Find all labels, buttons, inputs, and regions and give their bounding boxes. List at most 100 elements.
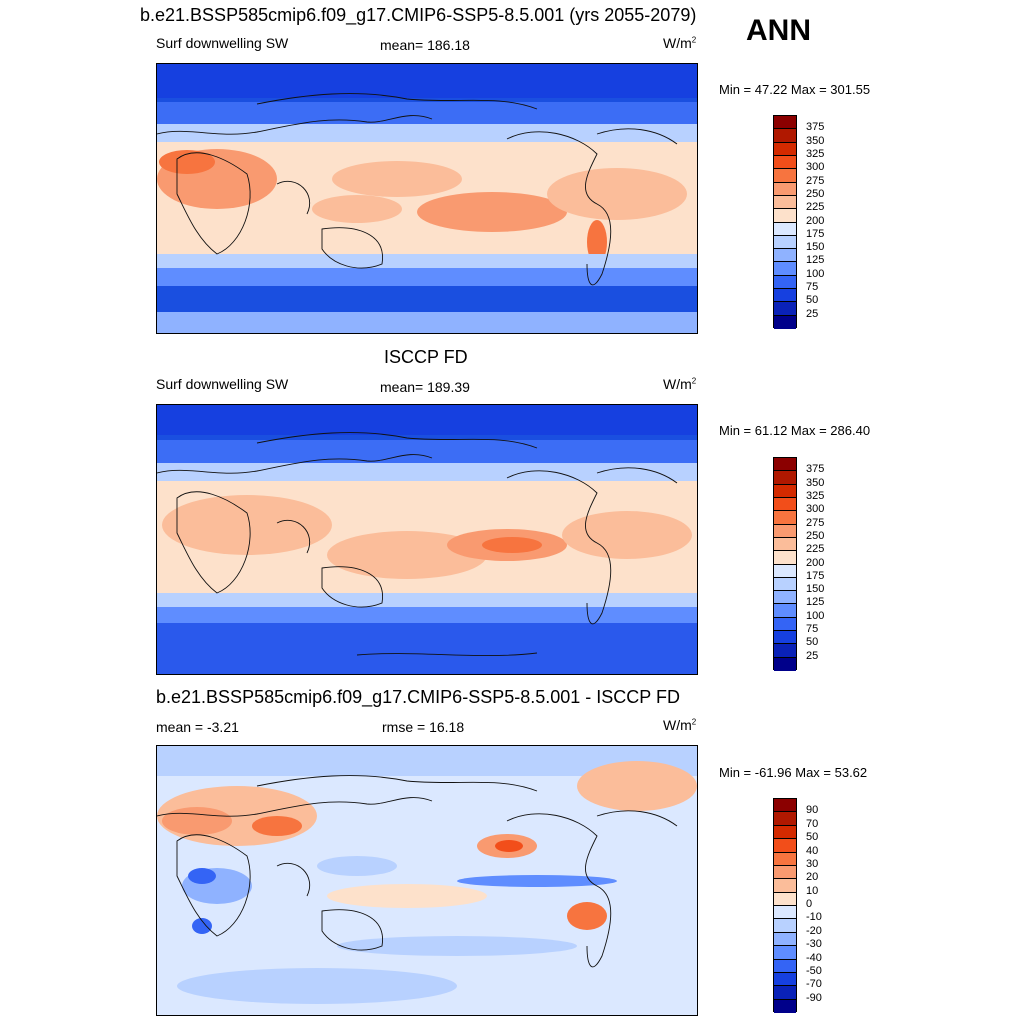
colorbar-segment (774, 302, 796, 316)
colorbar-segment (774, 657, 796, 671)
colorbar-segment (774, 235, 796, 250)
colorbar-tick-label: 50 (806, 294, 819, 307)
colorbar-tick-label: 20 (806, 871, 819, 884)
colorbar-tick-label: -50 (806, 964, 822, 977)
colorbar-segment (774, 116, 796, 130)
colorbar-segment (774, 932, 796, 947)
colorbar-tick-label: 0 (806, 898, 813, 910)
colorbar-tick-label: 175 (806, 569, 825, 582)
colorbar-segment (774, 564, 796, 578)
panel2-map (156, 404, 698, 675)
colorbar-segment (774, 839, 796, 853)
colorbar-tick-label: 50 (806, 831, 819, 844)
colorbar-segment (774, 959, 796, 973)
panel1-mean-label: mean= 186.18 (380, 37, 470, 53)
colorbar-segment (774, 919, 796, 933)
colorbar-segment (774, 458, 796, 472)
colorbar-tick-label: 350 (806, 476, 825, 489)
panel1-units: W/m2 (663, 35, 697, 51)
colorbar-segment (774, 972, 796, 987)
colorbar-tick-label: 200 (806, 556, 825, 569)
colorbar-tick-label: 175 (806, 227, 825, 240)
colorbar-tick-label: -90 (806, 991, 822, 1004)
panel1-colorbar (773, 115, 797, 329)
colorbar-segment (774, 825, 796, 840)
panel3-colorbar (773, 798, 797, 1013)
panel2-colorbar (773, 457, 797, 671)
colorbar-tick-label: 200 (806, 214, 825, 227)
panel3-units: W/m2 (663, 717, 697, 733)
colorbar-tick-label: 125 (806, 596, 825, 609)
colorbar-tick-label: 350 (806, 134, 825, 147)
colorbar-tick-label: 275 (806, 174, 825, 187)
colorbar-segment (774, 946, 796, 960)
colorbar-segment (774, 471, 796, 485)
colorbar-segment (774, 155, 796, 170)
colorbar-segment (774, 577, 796, 592)
panel2-variable-label: Surf downwelling SW (156, 376, 289, 392)
colorbar-segment (774, 222, 796, 236)
colorbar-tick-label: 250 (806, 187, 825, 200)
panel1-map (156, 63, 698, 334)
colorbar-tick-label: -20 (806, 924, 822, 937)
colorbar-segment (774, 142, 796, 156)
colorbar-tick-label: -70 (806, 978, 822, 991)
colorbar-tick-label: 75 (806, 623, 819, 636)
colorbar-tick-label: 375 (806, 463, 825, 476)
colorbar-tick-label: 100 (806, 267, 825, 280)
colorbar-segment (774, 484, 796, 498)
panel3-rmse-label: rmse = 16.18 (382, 719, 465, 735)
colorbar-segment (774, 631, 796, 645)
season-label: ANN (746, 14, 811, 47)
panel1-minmax: Min = 47.22 Max = 301.55 (719, 82, 871, 97)
colorbar-tick-label: 150 (806, 583, 825, 596)
colorbar-tick-label: 325 (806, 147, 825, 160)
colorbar-tick-label: 225 (806, 201, 825, 214)
panel3-title: b.e21.BSSP585cmip6.f09_g17.CMIP6-SSP5-8.… (156, 687, 680, 707)
colorbar-segment (774, 906, 796, 920)
colorbar-segment (774, 617, 796, 632)
colorbar-segment (774, 604, 796, 618)
colorbar-segment (774, 524, 796, 538)
colorbar-segment (774, 852, 796, 866)
colorbar-segment (774, 591, 796, 605)
colorbar-segment (774, 537, 796, 552)
colorbar-segment (774, 551, 796, 565)
colorbar-segment (774, 497, 796, 512)
colorbar-segment (774, 511, 796, 525)
colorbar-tick-label: 275 (806, 516, 825, 529)
colorbar-segment (774, 879, 796, 893)
colorbar-tick-label: 325 (806, 489, 825, 502)
colorbar-segment (774, 812, 796, 826)
colorbar-tick-label: -10 (806, 911, 822, 924)
colorbar-tick-label: 125 (806, 254, 825, 267)
colorbar-tick-label: 30 (806, 857, 819, 870)
colorbar-segment (774, 129, 796, 143)
panel3-map (156, 745, 698, 1016)
panel3-mean-label: mean = -3.21 (156, 719, 239, 735)
panel2-minmax: Min = 61.12 Max = 286.40 (719, 423, 871, 438)
colorbar-segment (774, 865, 796, 880)
colorbar-tick-label: 70 (806, 817, 819, 830)
colorbar-segment (774, 999, 796, 1013)
panel2-units: W/m2 (663, 376, 697, 392)
colorbar-segment (774, 315, 796, 329)
colorbar-tick-label: 90 (806, 804, 819, 817)
colorbar-segment (774, 195, 796, 210)
colorbar-segment (774, 275, 796, 290)
colorbar-segment (774, 262, 796, 276)
panel2-title: ISCCP FD (384, 347, 468, 367)
colorbar-tick-label: -40 (806, 951, 822, 964)
colorbar-tick-label: 25 (806, 649, 819, 662)
colorbar-tick-label: 75 (806, 281, 819, 294)
colorbar-segment (774, 289, 796, 303)
colorbar-segment (774, 182, 796, 196)
colorbar-tick-label: 150 (806, 241, 825, 254)
colorbar-segment (774, 986, 796, 1000)
colorbar-tick-label: 225 (806, 543, 825, 556)
colorbar-segment (774, 209, 796, 223)
panel2-mean-label: mean= 189.39 (380, 379, 470, 395)
colorbar-tick-label: 10 (806, 884, 819, 897)
colorbar-segment (774, 799, 796, 813)
colorbar-segment (774, 644, 796, 658)
